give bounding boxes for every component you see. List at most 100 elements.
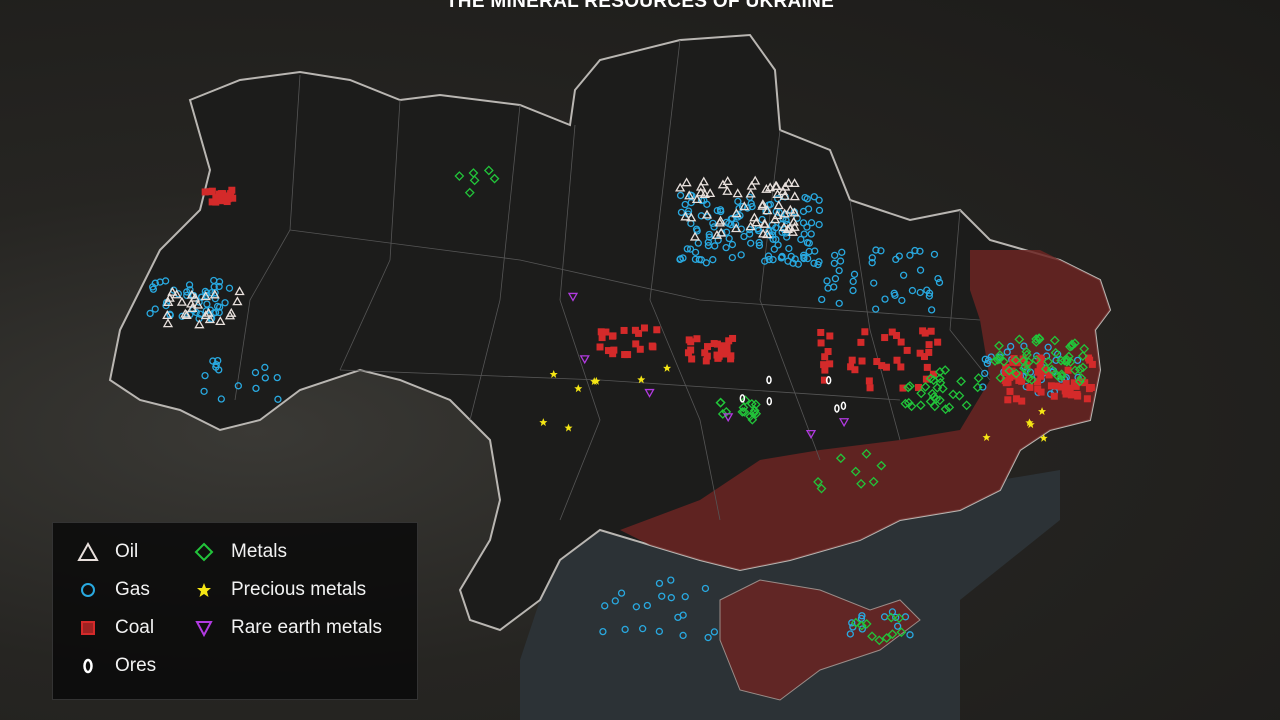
triangle-marker [226,307,237,317]
diamond-marker [935,366,945,377]
triangle-marker [167,286,178,296]
diamond-marker [850,466,861,477]
triangle-icon [77,541,99,561]
circle-marker [755,238,763,247]
diamond-marker [925,396,936,407]
star-marker [982,433,991,442]
diamond-marker [1061,356,1072,367]
square-marker [1052,382,1060,390]
legend-item-metals: Metals [193,541,287,563]
inverted-triangle-icon [195,621,213,638]
diamond-marker [1014,334,1025,345]
square-marker [201,188,209,196]
circle-marker [717,207,725,216]
circle-marker [872,305,880,313]
square-marker [873,358,881,366]
circle-marker [983,359,991,368]
circle-marker [725,219,733,228]
star-marker [1026,420,1035,429]
diamond-marker [464,187,475,198]
circle-marker [769,235,777,243]
circle-marker [704,241,713,250]
square-marker [228,186,236,194]
triangle-marker [745,188,756,198]
triangle-marker [209,289,220,299]
circle-marker [868,259,876,267]
square-marker [826,360,834,368]
triangle-marker [788,216,799,226]
square-marker [1086,356,1094,364]
triangle-marker [777,186,789,196]
diamond-marker [835,453,846,464]
circle-marker [1074,373,1082,382]
square-marker [848,356,856,364]
legend-label: Rare earth metals [231,617,383,638]
square-marker [1074,392,1082,400]
diamond-marker [1050,347,1061,358]
triangle-marker [686,212,697,222]
circle-marker [1052,356,1060,365]
square-marker [1037,356,1045,364]
square-marker [922,375,930,383]
diamond-marker [856,478,867,489]
square-marker [729,334,737,342]
square-marker [718,342,726,350]
diamond-marker [886,612,897,623]
diamond-marker [1062,354,1073,365]
triangle-marker [689,231,701,241]
square-marker [1067,391,1075,399]
triangle-marker [759,218,770,228]
square-marker [847,363,855,371]
diamond-marker [867,631,877,642]
circle-marker [818,295,826,304]
diamond-marker [868,476,879,487]
diamond-marker [483,165,494,176]
triangle-marker [704,188,716,198]
square-marker [817,339,825,347]
diamond-marker [915,400,926,411]
circle-marker [838,248,846,256]
circle-marker [710,628,719,636]
triangle-marker [785,204,796,214]
diamond-marker [1043,356,1054,367]
triangle-marker [769,214,781,224]
inverted-triangle-marker [723,413,734,423]
circle-marker [835,266,843,275]
triangle-marker [684,190,695,200]
oval-marker [739,394,746,403]
triangle-marker [194,319,205,329]
circle-marker [858,625,866,633]
circle-marker [877,247,885,255]
circle-marker [617,589,626,597]
triangle-marker [731,208,742,218]
diamond-marker [1011,368,1022,379]
legend-item-ores: Ores [77,655,156,677]
square-icon [81,621,95,635]
triangle-marker [200,310,212,320]
diamond-marker [1074,364,1085,375]
triangle-marker [746,180,757,190]
circle-marker [916,266,925,274]
triangle-marker [163,296,174,306]
square-marker [888,328,896,336]
circle-marker [911,246,919,255]
square-marker [1061,387,1069,395]
diamond-marker [469,175,480,186]
circle-marker [807,219,816,227]
circle-marker [890,289,898,297]
diamond-marker [861,618,872,629]
oval-marker [766,375,772,385]
diamond-marker [920,381,931,392]
square-marker [685,336,693,344]
square-marker [1083,395,1091,403]
diamond-marker [927,388,938,399]
square-marker [609,350,617,358]
circle-marker [728,240,737,249]
diamond-marker [881,633,892,643]
star-marker [574,384,583,393]
square-marker [725,337,733,345]
triangle-marker [204,314,216,324]
square-marker [620,326,628,334]
square-marker [820,376,828,384]
oval-marker [840,401,847,411]
